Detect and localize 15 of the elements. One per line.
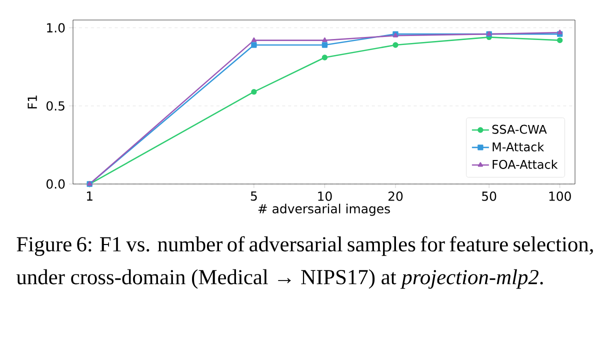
y-tick-label: 1.0 [47,23,65,33]
x-tick-label: 10 [318,192,332,201]
x-tick-label: 50 [482,192,496,201]
y-axis-title: F1 [28,96,37,108]
legend-label: M-Attack [492,142,544,152]
caption: Figure 6: F1 vs. number of adversarial samples for feature selection, under cross-domain (Medical → NIPS17) at projection-mlp2. [16,236,593,289]
legend-label: FOA-Attack [492,160,558,169]
y-tick-label: 0.0 [46,179,65,189]
x-axis-title: # adversarial images [258,204,390,216]
x-tick-label: 100 [549,192,571,201]
x-tick-label: 5 [250,192,257,201]
legend-label: SSA-CWA [492,124,547,134]
x-tick-label: 20 [388,192,403,201]
x-tick-label: 1 [87,192,92,201]
y-tick-label: 0.5 [46,101,64,111]
